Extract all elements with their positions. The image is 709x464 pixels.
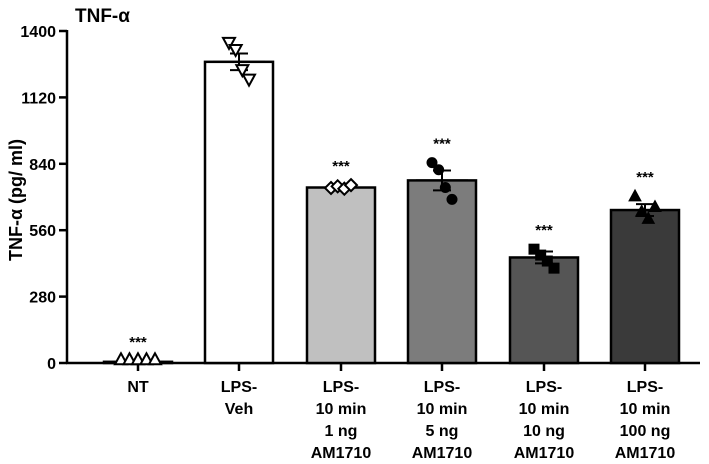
y-tick-label-2: 560	[29, 223, 56, 240]
category-label-4-3: AM1710	[514, 445, 575, 462]
category-label-2-1: 10 min	[316, 401, 367, 418]
data-point-3-0	[426, 157, 438, 169]
data-points	[113, 36, 662, 366]
y-tick-label-5: 1400	[20, 24, 56, 41]
y-tick-label-3: 840	[29, 157, 56, 174]
category-label-0-0: NT	[127, 379, 149, 396]
category-label-4-1: 10 min	[519, 401, 570, 418]
data-point-2-3	[343, 177, 359, 193]
chart-title: TNF-α	[75, 6, 130, 27]
significance-label-0: ***	[129, 334, 147, 351]
category-label-4-0: LPS-	[526, 379, 562, 396]
category-label-1-1: Veh	[225, 401, 253, 418]
data-point-4-3	[548, 262, 560, 274]
data-point-3-2	[439, 182, 451, 194]
category-label-3-2: 5 ng	[426, 423, 459, 440]
category-label-2-0: LPS-	[323, 379, 359, 396]
bar-5	[609, 208, 681, 365]
category-label-2-3: AM1710	[311, 445, 372, 462]
y-tick-label-0: 0	[47, 356, 56, 373]
bar-3	[406, 179, 478, 365]
y-tick-label-1: 280	[29, 290, 56, 307]
data-point-1-0	[221, 36, 237, 51]
category-label-5-1: 10 min	[620, 401, 671, 418]
significance-label-2: ***	[332, 158, 350, 175]
category-label-5-0: LPS-	[627, 379, 663, 396]
data-point-1-1	[227, 43, 244, 59]
bar-2	[305, 186, 377, 365]
category-label-4-2: 10 ng	[523, 423, 565, 440]
category-label-5-3: AM1710	[615, 445, 676, 462]
category-label-2-2: 1 ng	[325, 423, 358, 440]
significance-label-3: ***	[433, 136, 451, 153]
bar-4	[508, 256, 580, 365]
data-point-3-1	[433, 164, 445, 176]
category-labels: NT LPS- Veh LPS- 10 min 1 ng AM1710 LPS- 10 min 5…	[127, 379, 675, 462]
category-label-5-2: 100 ng	[620, 423, 671, 440]
category-label-3-1: 10 min	[417, 401, 468, 418]
data-point-3-3	[446, 193, 458, 205]
significance-labels: *** *** *** *** ***	[129, 136, 654, 351]
bar-1	[203, 60, 275, 365]
data-point-4-2	[541, 255, 553, 267]
data-point-4-0	[528, 243, 540, 255]
data-point-4-1	[535, 249, 547, 261]
significance-label-5: ***	[636, 169, 654, 186]
category-label-3-3: AM1710	[412, 445, 473, 462]
bars	[102, 60, 681, 365]
data-point-5-0	[628, 188, 642, 202]
error-bars	[112, 52, 671, 364]
y-tick-label-4: 1120	[21, 90, 56, 107]
data-point-5-1	[634, 204, 649, 217]
data-point-1-3	[241, 73, 257, 88]
category-label-1-0: LPS-	[221, 379, 257, 396]
data-point-5-2	[641, 211, 656, 224]
data-point-0-4	[147, 351, 163, 366]
data-point-5-3	[648, 199, 662, 212]
category-label-3-0: LPS-	[424, 379, 460, 396]
significance-label-4: ***	[535, 222, 553, 239]
data-point-1-2	[234, 64, 251, 79]
y-axis-label: TNF-α (pg/ ml)	[6, 139, 26, 261]
